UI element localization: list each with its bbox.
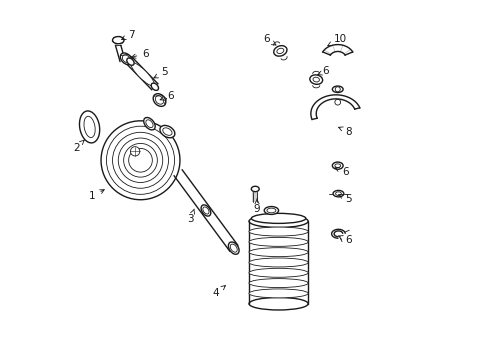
Ellipse shape [273, 46, 286, 56]
Text: 10: 10 [327, 34, 346, 46]
Ellipse shape [335, 192, 341, 195]
Ellipse shape [248, 215, 307, 228]
Text: 8: 8 [338, 127, 351, 136]
Ellipse shape [312, 77, 319, 82]
Text: 4: 4 [212, 285, 225, 298]
Ellipse shape [248, 227, 307, 236]
Ellipse shape [120, 53, 132, 65]
Text: 6: 6 [263, 34, 275, 45]
Ellipse shape [163, 128, 172, 135]
Ellipse shape [332, 190, 343, 197]
Ellipse shape [332, 86, 343, 93]
Ellipse shape [251, 186, 259, 192]
Text: 6: 6 [131, 49, 149, 59]
Circle shape [130, 147, 140, 156]
Ellipse shape [248, 237, 307, 246]
Ellipse shape [155, 96, 163, 104]
Ellipse shape [160, 125, 175, 138]
Ellipse shape [334, 164, 340, 167]
Ellipse shape [248, 289, 307, 298]
Ellipse shape [248, 258, 307, 267]
Ellipse shape [84, 116, 95, 138]
Text: 9: 9 [253, 199, 260, 215]
Ellipse shape [112, 37, 124, 44]
Ellipse shape [248, 297, 307, 310]
Circle shape [335, 87, 340, 92]
Ellipse shape [248, 279, 307, 288]
Ellipse shape [251, 213, 305, 224]
Ellipse shape [264, 207, 278, 215]
Ellipse shape [122, 55, 130, 63]
Text: 6: 6 [160, 91, 174, 101]
Ellipse shape [126, 58, 134, 65]
Text: 6: 6 [338, 235, 351, 245]
Ellipse shape [228, 242, 239, 254]
Text: 1: 1 [89, 190, 104, 201]
Circle shape [101, 121, 180, 200]
Ellipse shape [248, 248, 307, 257]
Ellipse shape [151, 83, 158, 90]
Text: 2: 2 [73, 140, 84, 153]
Text: 3: 3 [187, 209, 194, 224]
Ellipse shape [276, 48, 283, 54]
Ellipse shape [131, 62, 154, 86]
Ellipse shape [143, 117, 155, 130]
Ellipse shape [266, 208, 275, 213]
Text: 6: 6 [317, 66, 328, 76]
Ellipse shape [309, 75, 322, 84]
Ellipse shape [153, 94, 165, 106]
Text: 5: 5 [338, 194, 351, 204]
Ellipse shape [248, 268, 307, 277]
Ellipse shape [80, 111, 100, 143]
Circle shape [334, 99, 340, 105]
Ellipse shape [332, 162, 343, 169]
Ellipse shape [230, 244, 237, 252]
Ellipse shape [203, 207, 208, 214]
Ellipse shape [145, 120, 153, 127]
Text: 7: 7 [122, 30, 134, 40]
Ellipse shape [201, 205, 210, 216]
Text: 6: 6 [334, 167, 348, 177]
Text: 5: 5 [154, 67, 167, 78]
